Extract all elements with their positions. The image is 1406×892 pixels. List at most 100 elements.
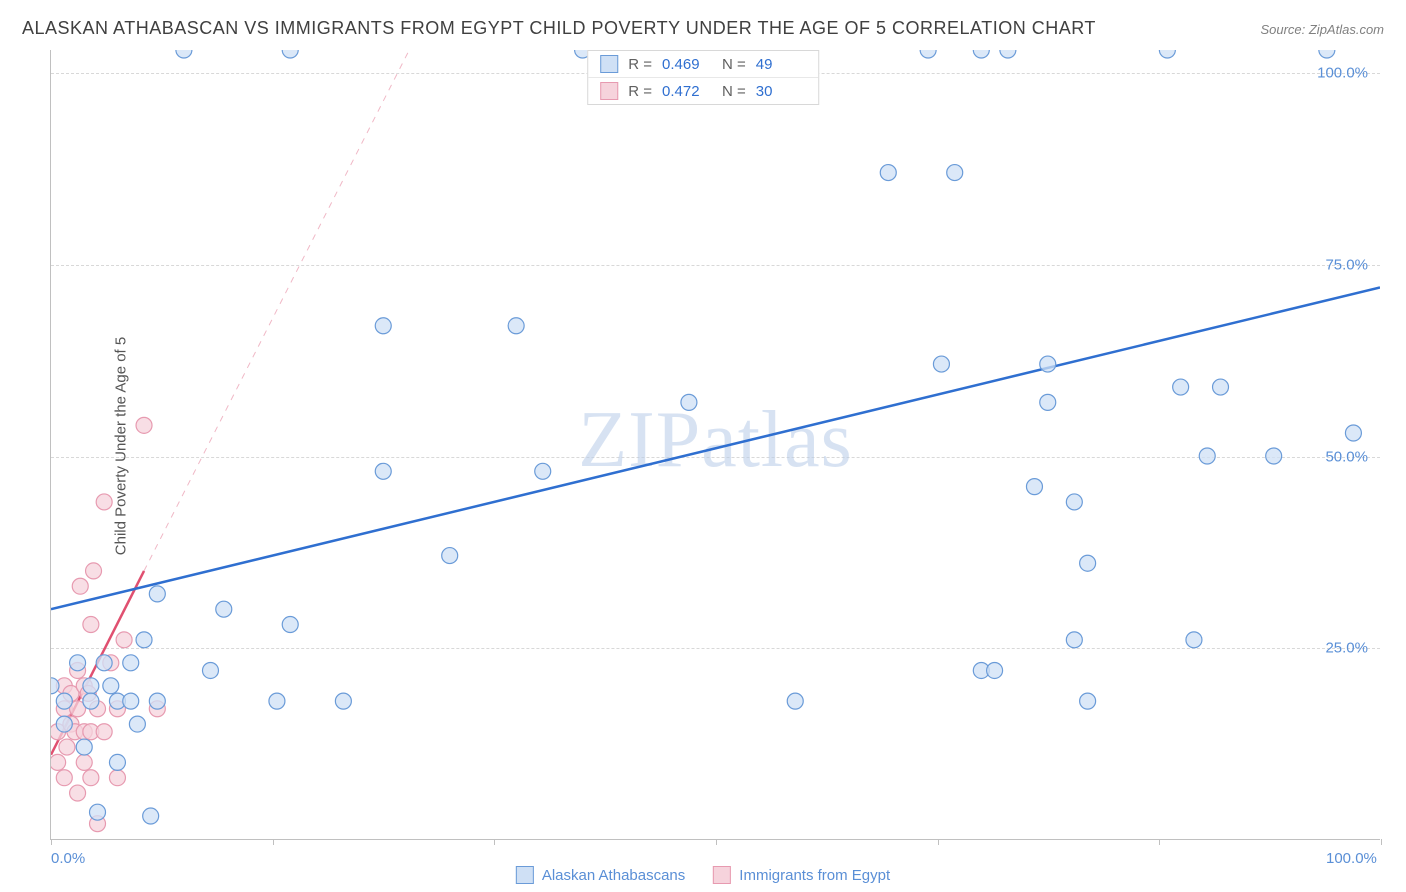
data-point bbox=[1199, 448, 1215, 464]
data-point bbox=[681, 394, 697, 410]
trend-line bbox=[51, 287, 1380, 609]
data-point bbox=[1080, 693, 1096, 709]
data-point bbox=[1345, 425, 1361, 441]
data-point bbox=[202, 662, 218, 678]
data-point bbox=[1213, 379, 1229, 395]
n-value-a: 49 bbox=[756, 56, 806, 73]
data-point bbox=[83, 770, 99, 786]
legend-row-series-b: R = 0.472 N = 30 bbox=[588, 77, 818, 104]
legend-row-series-a: R = 0.469 N = 49 bbox=[588, 51, 818, 77]
x-tick bbox=[1159, 839, 1160, 845]
r-value-a: 0.469 bbox=[662, 56, 712, 73]
data-point bbox=[442, 548, 458, 564]
data-point bbox=[508, 318, 524, 334]
x-tick bbox=[938, 839, 939, 845]
data-point bbox=[116, 632, 132, 648]
data-point bbox=[1186, 632, 1202, 648]
data-point bbox=[880, 165, 896, 181]
data-point bbox=[282, 50, 298, 58]
data-point bbox=[123, 693, 139, 709]
data-point bbox=[1040, 356, 1056, 372]
data-point bbox=[96, 724, 112, 740]
data-point bbox=[149, 586, 165, 602]
swatch-series-b bbox=[600, 82, 618, 100]
data-point bbox=[933, 356, 949, 372]
trend-line bbox=[144, 50, 503, 571]
legend-label-b: Immigrants from Egypt bbox=[739, 867, 890, 884]
data-point bbox=[947, 165, 963, 181]
r-label: R = bbox=[628, 83, 652, 100]
data-point bbox=[1000, 50, 1016, 58]
data-point bbox=[83, 678, 99, 694]
data-point bbox=[535, 463, 551, 479]
data-point bbox=[1066, 632, 1082, 648]
x-tick bbox=[716, 839, 717, 845]
r-label: R = bbox=[628, 56, 652, 73]
data-point bbox=[51, 754, 66, 770]
data-point bbox=[973, 50, 989, 58]
data-point bbox=[59, 739, 75, 755]
correlation-legend: R = 0.469 N = 49 R = 0.472 N = 30 bbox=[587, 50, 819, 105]
data-point bbox=[56, 770, 72, 786]
data-point bbox=[123, 655, 139, 671]
swatch-series-a bbox=[516, 866, 534, 884]
x-tick bbox=[273, 839, 274, 845]
source-attribution: Source: ZipAtlas.com bbox=[1260, 22, 1384, 37]
data-point bbox=[149, 693, 165, 709]
data-point bbox=[76, 739, 92, 755]
x-tick-label: 100.0% bbox=[1326, 850, 1377, 867]
data-point bbox=[56, 716, 72, 732]
data-point bbox=[70, 785, 86, 801]
data-point bbox=[83, 617, 99, 633]
data-point bbox=[920, 50, 936, 58]
data-point bbox=[72, 578, 88, 594]
chart-title: ALASKAN ATHABASCAN VS IMMIGRANTS FROM EG… bbox=[22, 18, 1096, 39]
data-point bbox=[103, 678, 119, 694]
data-point bbox=[90, 804, 106, 820]
data-point bbox=[216, 601, 232, 617]
series-legend: Alaskan Athabascans Immigrants from Egyp… bbox=[516, 866, 890, 884]
plot-area: ZIPatlas 25.0%50.0%75.0%100.0%0.0%100.0% bbox=[50, 50, 1380, 840]
legend-item-series-a: Alaskan Athabascans bbox=[516, 866, 685, 884]
data-point bbox=[1026, 479, 1042, 495]
data-point bbox=[76, 754, 92, 770]
data-point bbox=[96, 494, 112, 510]
data-point bbox=[1319, 50, 1335, 58]
data-point bbox=[176, 50, 192, 58]
data-point bbox=[136, 632, 152, 648]
data-point bbox=[987, 662, 1003, 678]
data-point bbox=[129, 716, 145, 732]
data-point bbox=[70, 655, 86, 671]
data-point bbox=[109, 754, 125, 770]
data-point bbox=[136, 417, 152, 433]
legend-label-a: Alaskan Athabascans bbox=[542, 867, 685, 884]
swatch-series-a bbox=[600, 55, 618, 73]
x-tick bbox=[1381, 839, 1382, 845]
data-point bbox=[335, 693, 351, 709]
n-label: N = bbox=[722, 56, 746, 73]
scatter-svg bbox=[51, 50, 1380, 839]
data-point bbox=[143, 808, 159, 824]
r-value-b: 0.472 bbox=[662, 83, 712, 100]
data-point bbox=[56, 693, 72, 709]
x-tick bbox=[51, 839, 52, 845]
data-point bbox=[1080, 555, 1096, 571]
data-point bbox=[1066, 494, 1082, 510]
data-point bbox=[787, 693, 803, 709]
data-point bbox=[96, 655, 112, 671]
n-label: N = bbox=[722, 83, 746, 100]
data-point bbox=[1266, 448, 1282, 464]
data-point bbox=[269, 693, 285, 709]
x-tick bbox=[494, 839, 495, 845]
x-tick-label: 0.0% bbox=[51, 850, 85, 867]
data-point bbox=[375, 318, 391, 334]
data-point bbox=[1040, 394, 1056, 410]
data-point bbox=[1173, 379, 1189, 395]
n-value-b: 30 bbox=[756, 83, 806, 100]
data-point bbox=[83, 693, 99, 709]
swatch-series-b bbox=[713, 866, 731, 884]
data-point bbox=[1159, 50, 1175, 58]
data-point bbox=[282, 617, 298, 633]
legend-item-series-b: Immigrants from Egypt bbox=[713, 866, 890, 884]
data-point bbox=[86, 563, 102, 579]
